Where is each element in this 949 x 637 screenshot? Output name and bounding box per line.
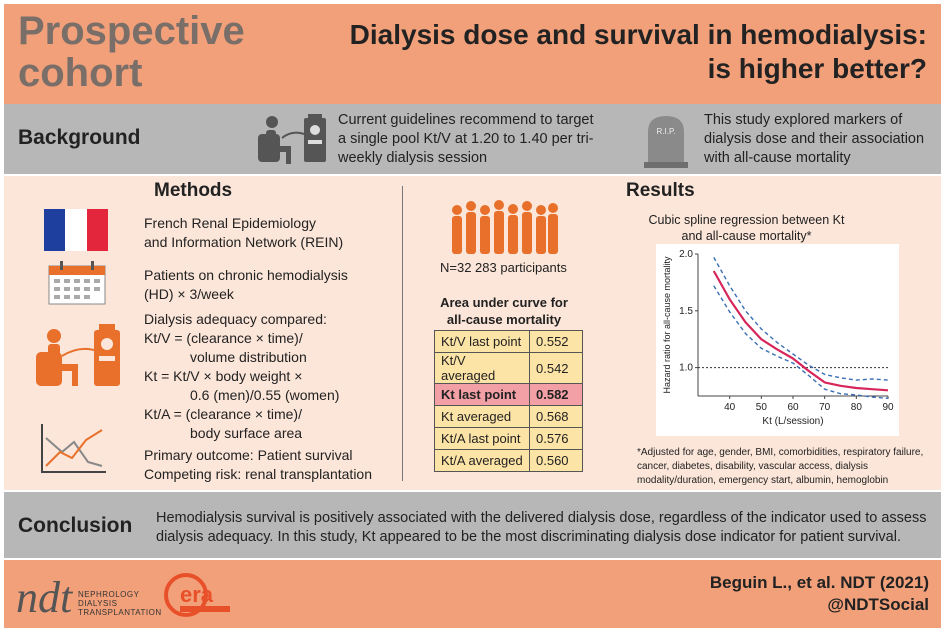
auc-title: Area under curve for all-cause mortality xyxy=(440,295,568,327)
social-handle: @NDTSocial xyxy=(827,595,929,614)
chart-footnote: *Adjusted for age, gender, BMI, comorbid… xyxy=(637,447,924,486)
auc-row-label: Kt averaged xyxy=(434,405,530,428)
auc-row-label: Kt/A last point xyxy=(434,427,530,450)
background-label: Background xyxy=(18,126,141,149)
page-title: Dialysis dose and survival in hemodialys… xyxy=(350,18,927,86)
ndt-logo: ndt xyxy=(16,573,74,618)
main-panel: Methods French Renal Epidemiology and In… xyxy=(4,176,941,490)
spline-chart: 40 50 60 70 80 90 1.0 1.5 2.0 Kt (L/session) Hazar… xyxy=(662,249,894,427)
auc-row: Kt/A last point 0.576 xyxy=(434,427,583,450)
methods-item-rein-line1: French Renal Epidemiology xyxy=(144,215,316,231)
x-tick-label: 40 xyxy=(724,402,736,413)
title-line2: is higher better? xyxy=(707,53,927,84)
auc-row-label: Kt/V last point xyxy=(434,330,530,353)
x-axis-label: Kt (L/session) xyxy=(762,416,823,427)
footer: ndt NEPHROLOGY DIALYSIS TRANSPLANTATION … xyxy=(4,560,941,628)
y-axis-label: Hazard ratio for all-cause mortality xyxy=(662,256,672,394)
chart-title: Cubic spline regression between Kt and a… xyxy=(648,213,845,243)
citation: Beguin L., et al. NDT (2021) @NDTSocial xyxy=(710,572,929,616)
auc-row-value: 0.552 xyxy=(529,330,583,353)
y-tick-label: 1.0 xyxy=(679,363,693,374)
kt-formula-line1: Kt = Kt/V × body weight × xyxy=(144,368,303,384)
x-tick-label: 80 xyxy=(851,402,863,413)
study-type-line2: cohort xyxy=(18,51,143,95)
auc-row-highlighted: Kt last point 0.582 xyxy=(434,383,583,406)
ndt-line3: TRANSPLANTATION xyxy=(78,608,162,617)
adequacy-heading: Dialysis adequacy compared: xyxy=(144,311,327,327)
ndt-mark: ndt xyxy=(16,573,74,618)
chart-panel: 40 50 60 70 80 90 1.0 1.5 2.0 Kt (L/session) Hazar… xyxy=(656,244,899,436)
x-tick-label: 90 xyxy=(882,402,894,413)
auc-row: Kt/V averaged 0.542 xyxy=(434,352,583,384)
y-tick-label: 1.5 xyxy=(679,306,693,317)
french-flag-icon xyxy=(44,209,108,251)
auc-row: Kt/V last point 0.552 xyxy=(434,330,583,353)
conclusion-band: Conclusion Hemodialysis survival is posi… xyxy=(4,492,941,558)
results-title: Results xyxy=(626,180,695,201)
citation-text: Beguin L., et al. NDT (2021) xyxy=(709,573,929,592)
era-mark: era xyxy=(180,582,214,607)
auc-row-value: 0.568 xyxy=(529,405,583,428)
title-line1: Dialysis dose and survival in hemodialys… xyxy=(349,19,927,50)
auc-row-label: Kt/A averaged xyxy=(434,449,530,472)
tombstone-icon: R.I.P. xyxy=(644,116,688,168)
calendar-icon xyxy=(48,261,106,305)
x-tick-label: 60 xyxy=(787,402,799,413)
study-type-line1: Prospective xyxy=(18,9,245,53)
line-chart-icon xyxy=(41,424,106,473)
auc-row-value: 0.542 xyxy=(529,352,583,384)
methods-item-adequacy: Dialysis adequacy compared: Kt/V = (clea… xyxy=(144,310,339,443)
ktv-formula-line2: volume distribution xyxy=(190,349,307,365)
methods-item-patients-line1: Patients on chronic hemodialysis xyxy=(144,267,348,283)
conclusion-label: Conclusion xyxy=(18,514,133,537)
upper-ci-line xyxy=(713,257,889,381)
era-logo: era xyxy=(164,573,230,617)
section-divider xyxy=(402,186,403,481)
competing-risk: Competing risk: renal transplantation xyxy=(144,466,373,482)
ndt-wordmark: NEPHROLOGY DIALYSIS TRANSPLANTATION xyxy=(78,590,162,617)
ndt-line1: NEPHROLOGY xyxy=(78,590,140,599)
tomb-label: R.I.P. xyxy=(657,127,676,136)
header: Prospective cohort Dialysis dose and sur… xyxy=(4,4,941,104)
kta-formula-line2: body surface area xyxy=(190,425,303,441)
x-tick-label: 50 xyxy=(756,402,768,413)
dialysis-machine-icon xyxy=(36,324,120,386)
dialysis-patient-icon xyxy=(258,114,326,164)
kt-formula-line2: 0.6 (men)/0.55 (women) xyxy=(190,387,340,403)
background-band: Background Current guidelines recommend … xyxy=(4,104,941,174)
kta-formula-line1: Kt/A = (clearance × time)/ xyxy=(144,406,302,422)
auc-row-value: 0.582 xyxy=(529,383,583,406)
methods-item-patients: Patients on chronic hemodialysis (HD) × … xyxy=(144,266,348,304)
conclusion-text: Hemodialysis survival is positively asso… xyxy=(156,510,927,545)
hazard-ratio-line xyxy=(712,270,889,392)
methods-item-outcomes: Primary outcome: Patient survival Compet… xyxy=(144,446,372,484)
lower-ci-line xyxy=(713,285,889,399)
methods-item-rein-line2: and Information Network (REIN) xyxy=(144,234,344,250)
background-text-guidelines: Current guidelines recommend to target a… xyxy=(338,112,594,166)
methods-item-patients-line2: (HD) × 3/week xyxy=(144,286,234,302)
auc-row-label: Kt/V averaged xyxy=(434,352,530,384)
auc-table: Kt/V last point 0.552 Kt/V averaged 0.542 … xyxy=(434,330,583,472)
methods-item-rein: French Renal Epidemiology and Informatio… xyxy=(144,214,343,252)
participants-icon xyxy=(452,200,558,254)
methods-title: Methods xyxy=(154,180,233,201)
ndt-line2: DIALYSIS xyxy=(78,599,118,608)
background-text-aim: This study explored markers of dialysis … xyxy=(704,112,925,166)
auc-row: Kt/A averaged 0.560 xyxy=(434,449,583,472)
y-tick-label: 2.0 xyxy=(679,249,693,260)
auc-row: Kt averaged 0.568 xyxy=(434,405,583,428)
participants-count: N=32 283 participants xyxy=(440,260,567,275)
auc-row-value: 0.560 xyxy=(529,449,583,472)
auc-row-value: 0.576 xyxy=(529,427,583,450)
ktv-formula-line1: Kt/V = (clearance × time)/ xyxy=(144,330,303,346)
study-type: Prospective cohort xyxy=(18,10,245,94)
x-tick-label: 70 xyxy=(819,402,831,413)
auc-row-label: Kt last point xyxy=(434,383,530,406)
primary-outcome: Primary outcome: Patient survival xyxy=(144,447,353,463)
